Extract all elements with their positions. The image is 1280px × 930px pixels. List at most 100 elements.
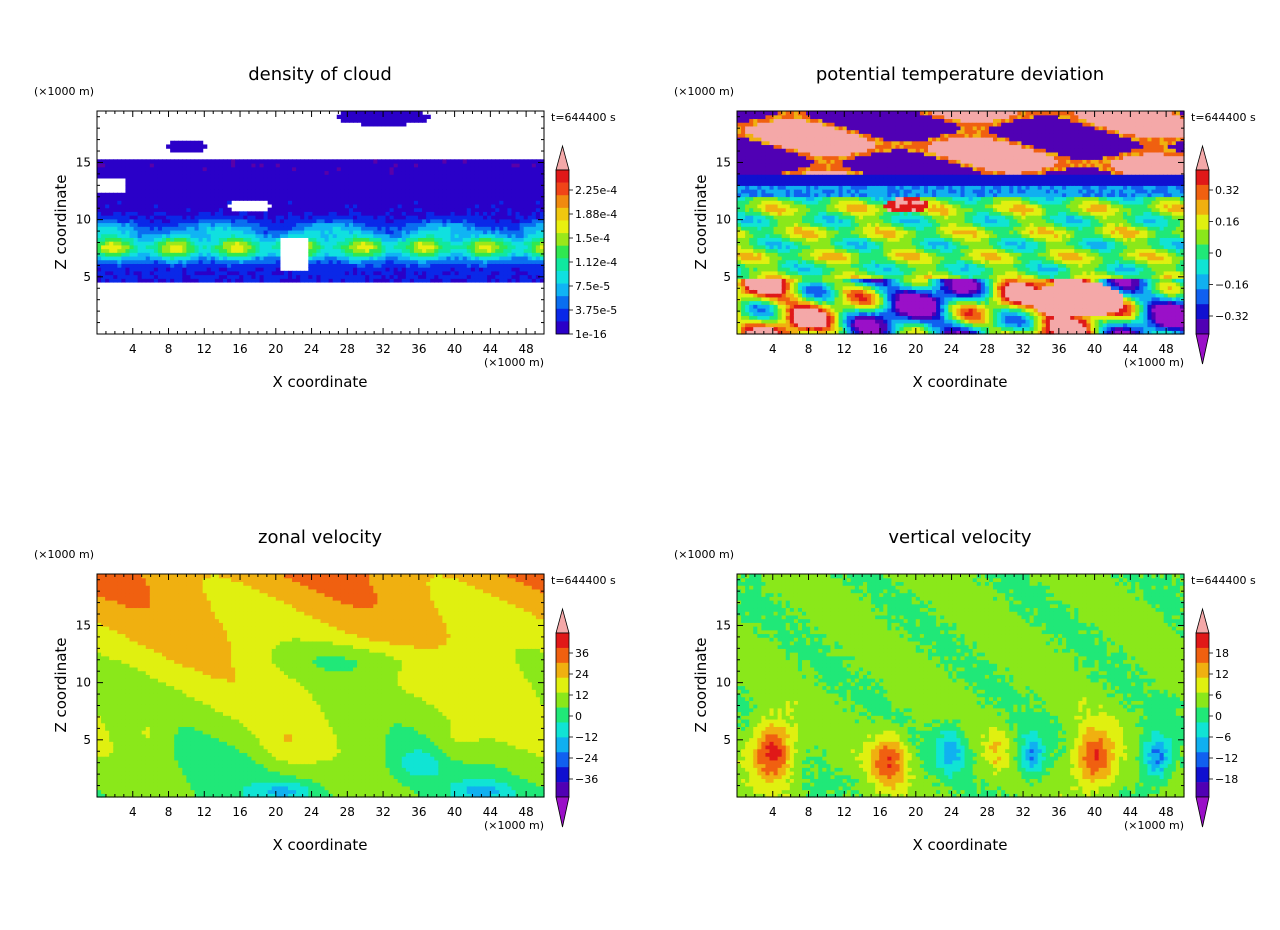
- field-cell: [304, 189, 309, 193]
- field-cell: [491, 185, 496, 189]
- field-cell: [162, 170, 167, 174]
- field-cell: [199, 260, 204, 264]
- field-cell: [227, 278, 232, 282]
- field-cell: [207, 245, 212, 249]
- field-cell: [162, 219, 167, 223]
- field-cell: [304, 193, 309, 197]
- field-cell: [757, 267, 762, 271]
- field-cell: [199, 275, 204, 279]
- field-cell: [251, 159, 256, 163]
- field-cell: [227, 234, 232, 238]
- field-cell: [426, 215, 431, 219]
- field-cell: [434, 256, 439, 260]
- field-cell: [296, 234, 301, 238]
- field-cell: [749, 304, 754, 308]
- field-cell: [211, 263, 216, 267]
- field-cell: [117, 215, 122, 219]
- field-cell: [737, 141, 742, 145]
- field-cell: [814, 159, 819, 163]
- field-cell: [737, 204, 742, 208]
- field-cell: [745, 327, 750, 331]
- field-cell: [414, 204, 419, 208]
- field-cell: [134, 267, 139, 271]
- field-cell: [749, 256, 754, 260]
- field-cell: [467, 178, 472, 182]
- field-cell: [422, 241, 427, 245]
- field-cell: [113, 237, 118, 241]
- field-cell: [438, 260, 443, 264]
- field-cell: [365, 252, 370, 256]
- field-cell: [798, 223, 803, 227]
- field-cell: [532, 271, 537, 275]
- field-cell: [272, 170, 277, 174]
- field-cell: [753, 118, 758, 122]
- field-cell: [463, 182, 468, 186]
- field-cell: [113, 211, 118, 215]
- field-cell: [406, 245, 411, 249]
- field-cell: [475, 170, 480, 174]
- field-cell: [170, 230, 175, 234]
- field-cell: [430, 200, 435, 204]
- field-cell: [745, 163, 750, 167]
- field-cell: [223, 249, 228, 253]
- field-cell: [463, 204, 468, 208]
- field-cell: [377, 256, 382, 260]
- field-cell: [414, 219, 419, 223]
- field-cell: [536, 267, 541, 271]
- field-cell: [438, 159, 443, 163]
- field-cell: [749, 193, 754, 197]
- field-cell: [121, 226, 126, 230]
- field-cell: [483, 196, 488, 200]
- field-cell: [741, 200, 746, 204]
- field-cell: [386, 223, 391, 227]
- field-cell: [186, 170, 191, 174]
- field-cell: [418, 256, 423, 260]
- field-cell: [235, 237, 240, 241]
- field-cell: [308, 211, 313, 215]
- field-cell: [798, 163, 803, 167]
- field-cell: [406, 118, 411, 122]
- field-cell: [158, 252, 163, 256]
- field-cell: [105, 241, 110, 245]
- field-cell: [806, 193, 811, 197]
- field-cell: [260, 189, 265, 193]
- field-cell: [770, 286, 775, 290]
- field-cell: [406, 170, 411, 174]
- field-cell: [741, 196, 746, 200]
- field-cell: [503, 252, 508, 256]
- field-cell: [814, 312, 819, 316]
- field-cell: [806, 237, 811, 241]
- field-cell: [333, 245, 338, 249]
- field-cell: [757, 241, 762, 245]
- field-cell: [117, 230, 122, 234]
- field-cell: [377, 234, 382, 238]
- field-cell: [499, 267, 504, 271]
- field-cell: [491, 208, 496, 212]
- field-cell: [142, 219, 147, 223]
- field-cell: [798, 122, 803, 126]
- field-cell: [749, 223, 754, 227]
- field-cell: [369, 178, 374, 182]
- field-cell: [243, 241, 248, 245]
- field-cell: [475, 234, 480, 238]
- field-cell: [422, 278, 427, 282]
- field-cell: [211, 230, 216, 234]
- field-cell: [321, 211, 326, 215]
- field-cell: [195, 163, 200, 167]
- field-cell: [790, 245, 795, 249]
- field-cell: [794, 315, 799, 319]
- field-cell: [790, 304, 795, 308]
- field-cell: [507, 256, 512, 260]
- field-cell: [125, 211, 130, 215]
- field-cell: [109, 170, 114, 174]
- field-cell: [341, 252, 346, 256]
- field-cell: [312, 163, 317, 167]
- field-cell: [178, 278, 183, 282]
- field-cell: [288, 223, 293, 227]
- field-cell: [475, 237, 480, 241]
- field-cell: [426, 226, 431, 230]
- field-cell: [178, 275, 183, 279]
- field-cell: [402, 271, 407, 275]
- field-cell: [479, 271, 484, 275]
- field-cell: [757, 189, 762, 193]
